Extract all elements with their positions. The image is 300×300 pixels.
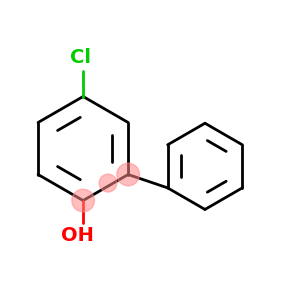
Text: OH: OH — [61, 226, 94, 245]
Circle shape — [72, 189, 94, 212]
Circle shape — [117, 163, 140, 186]
Circle shape — [99, 174, 117, 192]
Text: Cl: Cl — [70, 48, 91, 67]
